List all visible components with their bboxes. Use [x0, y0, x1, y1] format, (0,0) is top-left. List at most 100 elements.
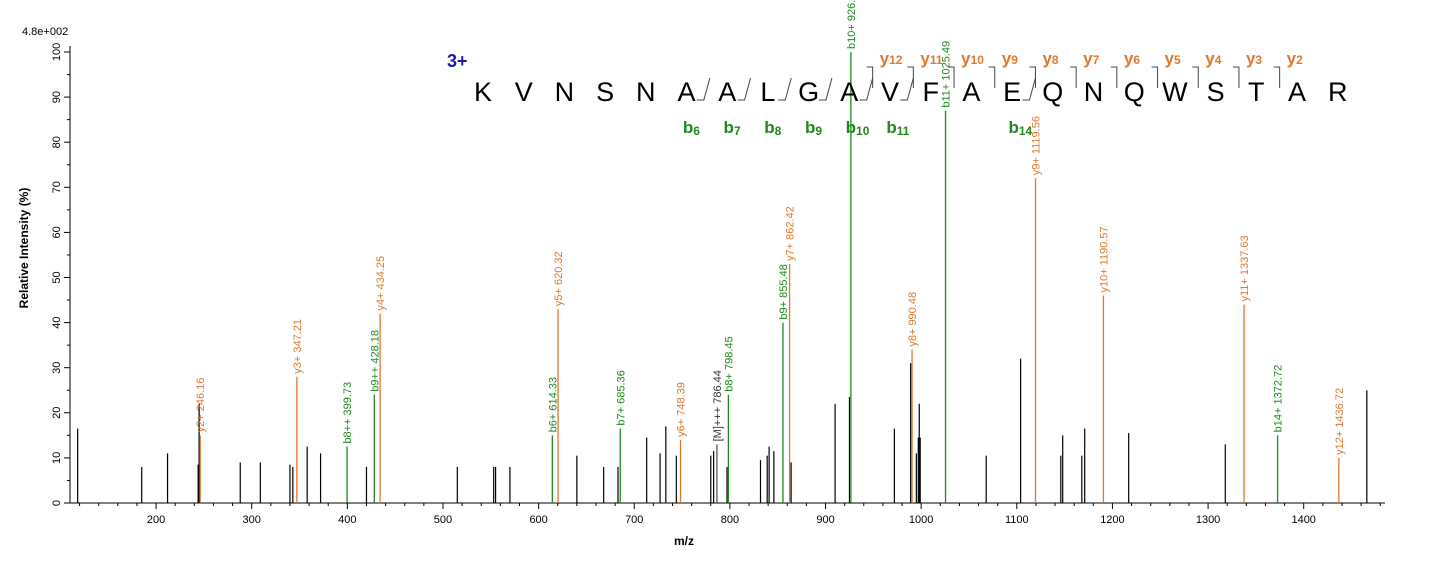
peak-label: y6+ 748.39: [676, 382, 688, 437]
y-tick-label: 70: [51, 181, 63, 193]
y-ion-label: y9: [1002, 49, 1018, 68]
peak-label: y8+ 990.48: [907, 292, 919, 347]
x-tick-label: 800: [721, 514, 739, 526]
x-tick-label: 1400: [1291, 514, 1315, 526]
y-ion-bracket: [988, 66, 996, 88]
peak-label: y4+ 434.25: [375, 256, 387, 311]
b-ion-bracket: [900, 77, 914, 101]
peak-label: y12+ 1436.72: [1334, 388, 1346, 455]
peak-label: y2+ 246.16: [195, 378, 207, 433]
residue: V: [515, 77, 533, 107]
residue: W: [1162, 77, 1188, 107]
x-tick-label: 700: [625, 514, 643, 526]
x-tick-label: 1200: [1100, 514, 1124, 526]
b-ion-label: b8: [764, 118, 781, 138]
residue: A: [962, 77, 980, 107]
y-tick-label: 60: [51, 226, 63, 238]
x-tick-label: 900: [816, 514, 834, 526]
charge-state: 3+: [447, 51, 468, 71]
y-tick-label: 90: [51, 91, 63, 103]
y-tick-label: 20: [51, 407, 63, 419]
residue: N: [1084, 77, 1104, 107]
b-ion-label: b7: [724, 118, 741, 138]
y-ion-label: y10: [961, 49, 984, 68]
y-ion-label: y8: [1042, 49, 1058, 68]
peak-label: b10+ 926.52: [846, 0, 858, 49]
y-ion-label: y11: [920, 49, 942, 68]
b-ion-label: b6: [683, 118, 700, 138]
x-tick-label: 1100: [1005, 514, 1029, 526]
peak-label: y10+ 1190.57: [1098, 226, 1110, 292]
peak-label: b6+ 614.33: [547, 377, 559, 432]
b-ion-bracket: [737, 77, 752, 101]
residue: G: [798, 77, 819, 107]
residue: A: [840, 77, 858, 107]
y-tick-label: 40: [51, 316, 63, 328]
y-ion-label: y7: [1083, 49, 1099, 68]
peak-label: b8+ 798.45: [723, 336, 735, 391]
y-axis-title: Relative Intensity (%): [17, 188, 31, 309]
peak-label: y5+ 620.32: [553, 251, 565, 306]
peak-label: b14+ 1372.72: [1273, 365, 1285, 433]
residue: L: [760, 77, 775, 107]
b-ion-bracket: [818, 77, 833, 101]
peak-label: b9+ 855.48: [778, 264, 790, 319]
x-axis-title: m/z: [674, 534, 694, 548]
b-ion-label: b9: [805, 118, 822, 138]
x-tick-label: 1000: [909, 514, 933, 526]
b-ion-label: b14: [1008, 118, 1032, 138]
y-ion-label: y12: [880, 49, 903, 68]
residue: A: [718, 77, 736, 107]
y-tick-label: 30: [51, 362, 63, 374]
y-tick-label: 0: [51, 500, 63, 506]
x-tick-label: 1300: [1196, 514, 1220, 526]
y-ion-bracket: [1273, 66, 1281, 88]
peak-label: y9+ 1119.56: [1031, 116, 1043, 175]
peak-label: b7+ 685.36: [615, 370, 627, 425]
peak-label: y7+ 862.42: [785, 206, 797, 261]
peak-labels: y2+ 246.16 y3+ 347.21 b8++ 399.73 b9++ 428.…: [195, 0, 1346, 455]
y-ion-bracket: [1070, 66, 1077, 88]
x-tick-label: 600: [529, 514, 547, 526]
x-tick-label: 300: [243, 514, 261, 526]
y-tick-label: 100: [51, 43, 63, 61]
y-tick-label: 80: [51, 136, 63, 148]
y-ion-bracket: [948, 66, 955, 88]
b-ion-bracket: [778, 77, 792, 101]
y-ion-label: y4: [1205, 49, 1221, 68]
residue: S: [596, 77, 614, 107]
residue: T: [1248, 77, 1265, 107]
b-ion-bracket: [1022, 77, 1036, 101]
peak-label: y11+ 1337.63: [1239, 235, 1251, 301]
x-tick-label: 200: [147, 514, 165, 526]
peak-label: b9++ 428.18: [369, 330, 381, 392]
y-ion-label: y2: [1287, 49, 1303, 68]
y-ion-bracket: [1232, 66, 1240, 88]
residue: N: [555, 77, 575, 107]
residue: E: [1003, 77, 1021, 107]
peak-label: b8++ 399.73: [342, 382, 354, 444]
y-ion-label: y6: [1124, 49, 1140, 68]
intensity-scale-label: 4.8e+002: [22, 26, 68, 38]
y-ion-bracket: [907, 66, 914, 88]
b-ion-bracket: [859, 77, 874, 101]
y-ion-bracket: [1151, 66, 1159, 88]
b-ion-bracket: [696, 77, 711, 101]
y-ion-bracket: [1029, 66, 1036, 88]
residue: R: [1328, 77, 1348, 107]
peak-label: y3+ 347.21: [292, 319, 304, 374]
residue: V: [881, 77, 899, 107]
residue: F: [922, 77, 939, 107]
peaks: [77, 52, 1368, 503]
residue: Q: [1124, 77, 1145, 107]
y-ion-bracket: [1192, 66, 1199, 88]
residue: K: [474, 77, 492, 107]
y-tick-label: 10: [51, 452, 63, 464]
x-tick-label: 500: [434, 514, 452, 526]
residue: N: [636, 77, 656, 107]
residue: Q: [1042, 77, 1063, 107]
residue: S: [1207, 77, 1225, 107]
x-tick-label: 400: [338, 514, 356, 526]
residue: A: [677, 77, 695, 107]
